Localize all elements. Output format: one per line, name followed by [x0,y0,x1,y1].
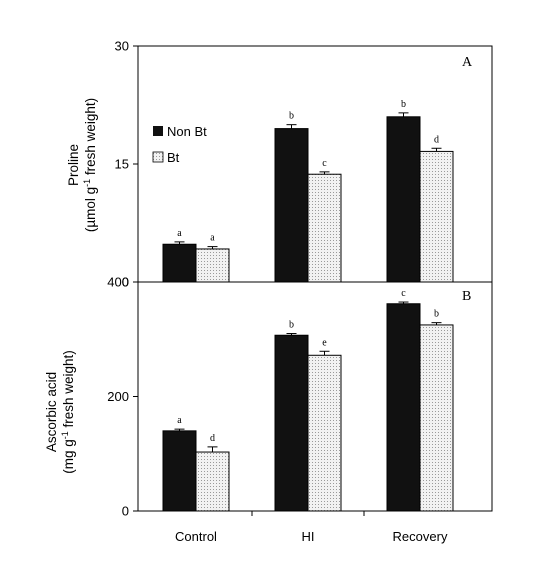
panel-a-label: A [462,55,473,70]
panel-a-ylabel-line1: Proline [66,144,81,186]
panel-a-bar-non-bt [274,128,309,283]
panel-b-ylabel-line1: Ascorbic acid [44,372,59,452]
panel-b-bar-non-bt [162,430,197,512]
panel-b-sig-label: b [434,309,439,320]
panel-b-y-axis-title: Ascorbic acid (mg g-1 fresh weight) [44,350,76,474]
panel-b-sig-label: a [177,415,182,426]
legend-swatch-non-bt [153,126,163,136]
panel-b-sig-label: c [401,288,406,299]
panel-b-ytick-label: 200 [107,389,129,404]
panel-b-ytick-label: 400 [107,275,129,290]
panel-a-y-axis-title: Proline (µmol g-1 fresh weight) [66,98,98,232]
legend-label-bt: Bt [167,150,180,165]
panel-a-sig-label: c [322,158,327,169]
x-category-label: Control [175,529,217,544]
panel-a-ytick-label: 15 [115,157,129,172]
panel-a-bar-non-bt [162,243,197,283]
panel-b-label: B [462,289,471,304]
panel-a-bar-bt [195,248,230,283]
panel-b-sig-label: b [289,320,294,331]
legend-swatch-bt [152,151,164,163]
panel-b-sig-label: e [322,337,327,348]
panel-b-bar-non-bt [274,334,309,512]
legend: Non Bt Bt [152,124,207,165]
panel-a-sig-label: a [210,233,215,244]
panel-b-bar-bt [419,324,454,512]
panel-b-ylabel-line2: (mg g-1 fresh weight) [60,350,76,474]
panel-a-sig-label: a [177,228,182,239]
panel-b-bar-bt [195,451,230,512]
panel-a-bar-bt [419,150,454,283]
panel-a: A Proline (µmol g-1 fresh weight) 01530 … [66,39,493,290]
panel-a-sig-label: d [434,134,439,145]
panel-a-sig-label: b [401,99,406,110]
panel-a-bar-bt [307,173,342,283]
panel-a-ytick-label: 0 [122,275,129,290]
panel-b-bar-non-bt [386,303,421,512]
panel-a-ytick-label: 30 [115,39,129,54]
x-category-label: Recovery [393,529,448,544]
legend-label-non-bt: Non Bt [167,124,207,139]
panel-a-bar-non-bt [386,116,421,283]
panel-b-ytick-label: 0 [122,504,129,519]
panel-b: B Ascorbic acid (mg g-1 fresh weight) 0 2… [44,275,493,544]
panel-a-ylabel-line2: (µmol g-1 fresh weight) [82,98,98,232]
panel-b-sig-label: d [210,433,215,444]
panel-b-bar-bt [307,354,342,512]
panel-a-sig-label: b [289,111,294,122]
x-category-label: HI [302,529,315,544]
